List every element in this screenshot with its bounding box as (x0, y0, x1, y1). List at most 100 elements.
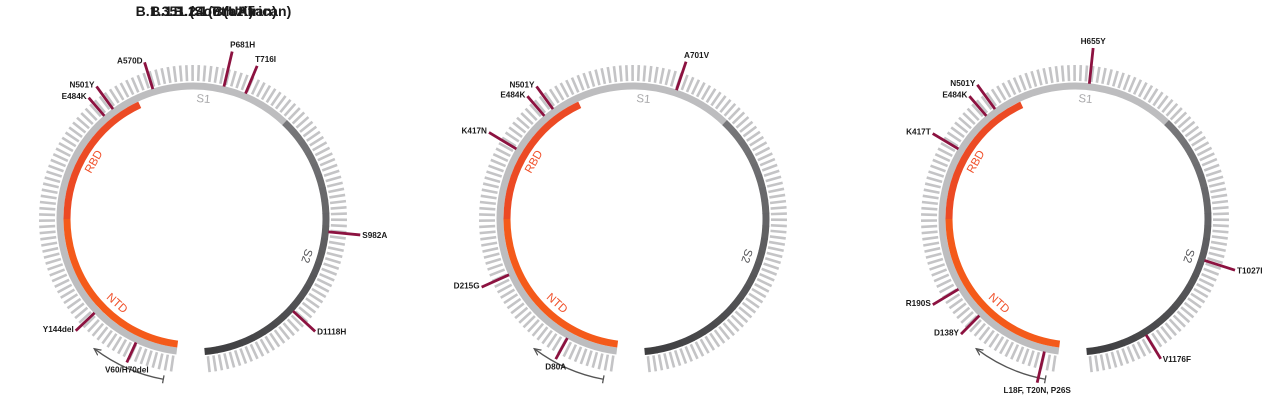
s2-subunit-arc (644, 120, 770, 355)
mutation-label: T716I (255, 55, 276, 64)
mutation-marker: D138Y (934, 314, 981, 337)
mutation-marker: N501Y (69, 81, 115, 110)
mutation-line (960, 314, 981, 336)
mutation-line (931, 132, 960, 151)
mutation-label: N501Y (950, 79, 976, 88)
mutation-marker: V60/H70del (105, 341, 149, 375)
residue-ticks (38, 64, 348, 373)
rbd-domain-arc (63, 101, 142, 220)
mutation-marker: P681H (222, 41, 255, 87)
mutation-line (488, 131, 518, 151)
mutation-marker: K417T (906, 128, 960, 151)
mutation-label: D138Y (934, 328, 960, 337)
s1-subunit-arc (938, 82, 1170, 355)
mutation-marker: D215G (454, 273, 510, 290)
mutation-markers: V60/H70del Y144del E484K N501Y A570D P681HT71… (43, 41, 388, 375)
mutation-marker: Y144del (43, 311, 96, 334)
mutation-label: D1118H (317, 328, 346, 337)
mutation-line (143, 61, 155, 90)
ntd-domain-arc (503, 218, 619, 348)
n-terminus-direction-arrow (95, 349, 164, 380)
s2-subunit-arc (204, 120, 330, 355)
mutation-marker: E484K (62, 92, 106, 117)
mutation-label: R190S (906, 299, 932, 308)
s1-subunit-arc (56, 82, 288, 355)
panel-title: B.1.1.7 (UK) (173, 3, 254, 19)
mutation-label: D80A (545, 362, 566, 371)
mutation-line (968, 95, 988, 117)
mutation-label: A570D (117, 56, 143, 65)
mutation-line (244, 65, 259, 95)
mutation-markers: L18F, T20N, P26S D138Y R190S K417T E484K N501… (906, 37, 1263, 395)
s2-label: S2 (738, 247, 754, 264)
mutation-label: S982A (362, 231, 387, 240)
mutation-line (526, 95, 546, 117)
mutation-label: L18F, T20N, P26S (1003, 386, 1071, 395)
panel-south-african-variant: RBD NTD S1 S2 D80A D215G K417N E484K N501Y A701V … (0, 0, 788, 402)
s1-label: S1 (636, 93, 651, 106)
s2-subunit-arc (1086, 120, 1212, 355)
mutation-line (932, 287, 960, 306)
mutation-marker: D80A (545, 337, 569, 371)
mutation-marker: T1027I (1204, 259, 1263, 275)
mutation-label: E484K (942, 90, 967, 99)
mutation-label: V60/H70del (105, 366, 149, 375)
panel-title: B.1.1.24 (Brazilian) (150, 3, 277, 19)
mutation-label: D215G (454, 281, 480, 290)
mutation-label: H655Y (1081, 37, 1107, 46)
mutation-line (125, 341, 138, 364)
mutation-label: T1027I (1237, 266, 1263, 275)
mutation-marker: E484K (500, 90, 546, 117)
mutation-line (1087, 47, 1095, 84)
mutation-marker: R190S (906, 287, 960, 308)
mutation-line (328, 230, 361, 237)
mutation-marker: D1118H (292, 310, 346, 337)
mutation-line (1144, 334, 1162, 360)
mutation-marker: E484K (942, 90, 988, 117)
mutation-line (222, 51, 234, 87)
s2-label: S2 (1180, 247, 1196, 264)
mutation-line (292, 310, 317, 333)
rbd-domain-arc (945, 101, 1024, 220)
mutation-line (675, 61, 688, 91)
mutation-marker: A570D (117, 56, 155, 90)
mutation-marker: N501Y (950, 79, 997, 110)
mutation-line (1204, 259, 1236, 272)
mutation-label: K417N (461, 127, 487, 136)
mutation-marker: T716I (244, 55, 276, 95)
residue-ticks (478, 64, 788, 373)
mutation-marker: N501Y (509, 81, 555, 110)
ntd-domain-arc (63, 218, 179, 348)
mutation-line (95, 85, 115, 110)
mutation-line (74, 311, 96, 332)
mutation-line (554, 337, 569, 360)
mutation-line (87, 96, 106, 117)
mutation-line (535, 85, 555, 110)
mutation-line (481, 273, 510, 289)
rbd-domain-arc (503, 101, 582, 220)
s2-label: S2 (298, 247, 314, 264)
mutation-marker: S982A (328, 230, 387, 240)
mutation-marker: K417N (461, 127, 518, 151)
mutation-label: N501Y (69, 81, 95, 90)
s1-label: S1 (1078, 93, 1093, 106)
mutation-label: E484K (500, 90, 525, 99)
mutation-marker: A701V (675, 51, 710, 91)
mutation-line (1035, 351, 1046, 384)
n-terminus-direction-arrow (535, 349, 604, 380)
residue-ticks (920, 64, 1230, 373)
mutation-marker: V1176F (1144, 334, 1191, 364)
mutation-line (976, 83, 997, 110)
mutation-label: K417T (906, 128, 931, 137)
panel-uk-variant: RBD NTD S1 S2 V60/H70del Y144del E484K N501Y A57… (0, 0, 427, 402)
mutation-marker: L18F, T20N, P26S (1003, 351, 1071, 395)
mutation-label: A701V (684, 51, 710, 60)
mutation-label: N501Y (509, 81, 535, 90)
s1-subunit-arc (496, 82, 728, 355)
